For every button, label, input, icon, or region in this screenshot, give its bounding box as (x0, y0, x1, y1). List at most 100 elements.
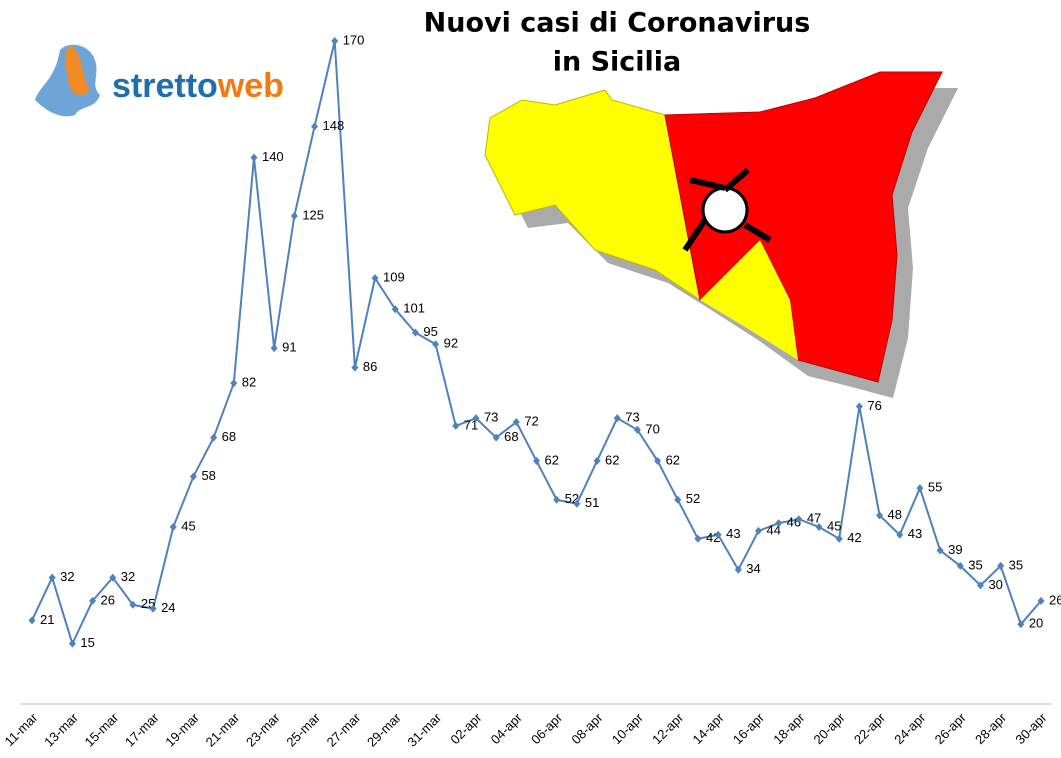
marker (371, 274, 379, 283)
data-label: 32 (121, 569, 135, 584)
data-label: 39 (948, 542, 962, 557)
data-label: 170 (343, 32, 365, 47)
data-label: 20 (1029, 616, 1043, 631)
triskelion (701, 186, 749, 234)
marker (613, 414, 621, 423)
x-tick-label: 02-apr (447, 709, 485, 747)
marker (976, 581, 984, 590)
data-label: 47 (807, 511, 821, 526)
data-label: 30 (988, 577, 1002, 592)
marker (331, 37, 339, 45)
data-label: 26 (1049, 592, 1061, 607)
data-label: 101 (403, 301, 425, 316)
marker (1037, 596, 1045, 605)
marker (512, 418, 520, 427)
x-tick-label: 16-apr (730, 709, 768, 747)
marker (855, 402, 863, 411)
x-tick-label: 12-apr (649, 709, 687, 747)
marker (795, 515, 803, 524)
data-label: 148 (323, 118, 345, 133)
data-label: 45 (181, 518, 195, 533)
x-tick-label: 19-mar (162, 709, 202, 749)
marker (936, 546, 944, 555)
data-label: 51 (585, 495, 599, 510)
data-label: 44 (766, 522, 780, 537)
data-label: 73 (484, 410, 498, 425)
data-label: 109 (383, 270, 405, 285)
x-tick-label: 06-apr (528, 709, 566, 747)
data-label: 45 (827, 518, 841, 533)
marker (633, 425, 641, 434)
marker (472, 414, 480, 423)
x-tick-label: 22-apr (851, 709, 889, 747)
marker (573, 499, 581, 508)
data-label: 68 (222, 429, 236, 444)
logo-shape (35, 44, 100, 117)
x-tick-label: 18-apr (770, 709, 808, 747)
data-label: 91 (282, 340, 296, 355)
marker (654, 456, 662, 465)
x-tick-label: 20-apr (811, 709, 849, 747)
marker (916, 484, 924, 493)
logo-text-second: web (217, 67, 284, 105)
triskelion-legs (682, 167, 772, 252)
marker (28, 616, 36, 625)
x-tick-label: 13-mar (41, 709, 81, 749)
marker (754, 526, 762, 535)
x-tick-label: 11-mar (2, 709, 42, 749)
marker (714, 530, 722, 539)
x-tick-label: 29-mar (364, 709, 404, 749)
marker (997, 561, 1005, 570)
chart-title: in Sicilia (553, 47, 682, 78)
marker (835, 534, 843, 543)
data-label: 70 (645, 421, 659, 436)
data-label: 26 (101, 592, 115, 607)
x-tick-label: 23-mar (243, 709, 283, 749)
marker (351, 363, 359, 372)
data-label: 82 (242, 375, 256, 390)
data-label: 52 (686, 491, 700, 506)
marker (411, 328, 419, 337)
marker (815, 523, 823, 532)
marker (290, 211, 298, 220)
marker (149, 604, 157, 613)
marker (210, 433, 218, 442)
chart-title: Nuovi casi di Coronavirus (424, 8, 811, 39)
x-tick-label: 31-mar (404, 709, 444, 749)
sicily-map (484, 71, 958, 398)
x-tick-label: 04-apr (488, 709, 526, 747)
data-label: 125 (302, 207, 324, 222)
x-tick-label: 27-mar (324, 709, 364, 749)
marker (89, 596, 97, 605)
x-tick-label: 08-apr (568, 709, 606, 747)
marker (311, 122, 319, 131)
marker (553, 495, 561, 504)
x-tick-label: 10-apr (609, 709, 647, 747)
data-label: 35 (1009, 557, 1023, 572)
data-label: 58 (201, 468, 215, 483)
data-label: 35 (968, 557, 982, 572)
marker (956, 561, 964, 570)
x-tick-label: 15-mar (82, 709, 122, 749)
marker (674, 495, 682, 504)
marker (129, 600, 137, 609)
x-tick-label: 21-mar (203, 709, 243, 749)
marker (169, 523, 177, 532)
data-label: 34 (746, 561, 760, 576)
data-label: 95 (423, 324, 437, 339)
marker (250, 153, 258, 162)
x-tick-label: 17-mar (122, 709, 162, 749)
marker (189, 472, 197, 481)
x-tick-label: 24-apr (891, 709, 929, 747)
data-label: 86 (363, 359, 377, 374)
x-tick-label: 14-apr (689, 709, 727, 747)
marker (775, 519, 783, 528)
marker (109, 573, 117, 582)
x-tick-label: 25-mar (283, 709, 323, 749)
marker (452, 421, 460, 430)
marker (896, 530, 904, 539)
marker (593, 456, 601, 465)
data-label: 43 (908, 526, 922, 541)
marker (68, 639, 76, 648)
data-label: 43 (726, 526, 740, 541)
